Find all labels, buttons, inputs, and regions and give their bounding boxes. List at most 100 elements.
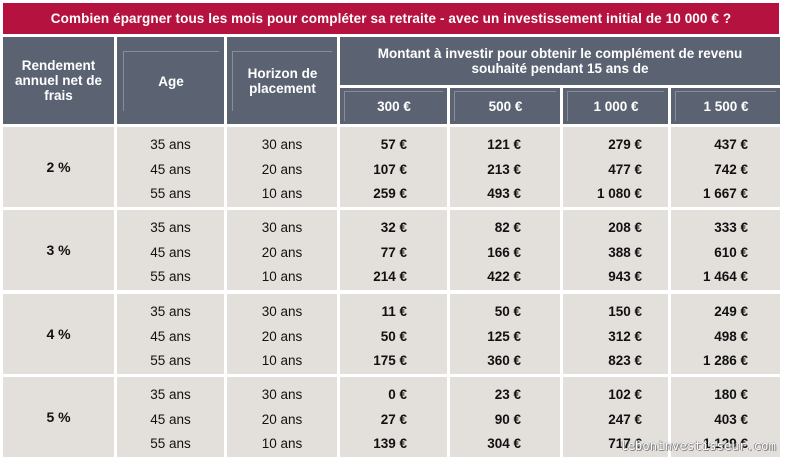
- cell-values: 30 ans 20 ans 10 ans: [227, 383, 337, 457]
- amount-cell: 437 € 742 € 1 667 €: [671, 127, 780, 207]
- amount-value: 213 €: [487, 161, 521, 177]
- amount-value: 279 €: [608, 137, 642, 152]
- rate-cell: 4 %: [3, 294, 114, 374]
- amount-value: 493 €: [487, 186, 521, 201]
- cell-values: 102 € 247 € 717 €: [563, 383, 668, 457]
- amount-value: 403 €: [714, 411, 748, 427]
- amount-cell: 333 € 610 € 1 464 €: [671, 210, 780, 290]
- cell-values: 82 € 166 € 422 €: [450, 216, 560, 290]
- cell-values: 180 € 403 € 1 129 €: [671, 383, 780, 457]
- amount-value: 23 €: [494, 387, 521, 402]
- amount-cell: 23 € 90 € 304 €: [450, 377, 560, 457]
- amount-value: 11 €: [381, 304, 407, 319]
- amount-value: 247 €: [608, 411, 642, 427]
- amount-value: 208 €: [608, 220, 642, 235]
- horizon-value: 20 ans: [261, 328, 303, 344]
- amount-cell: 50 € 125 € 360 €: [450, 294, 560, 374]
- header-amount-1500: 1 500 €: [671, 88, 780, 124]
- header-amount-1000: 1 000 €: [563, 88, 668, 124]
- amount-cell: 102 € 247 € 717 €: [563, 377, 668, 457]
- amount-value: 214 €: [373, 269, 407, 284]
- amount-value: 32 €: [380, 220, 407, 235]
- cell-values: 32 € 77 € 214 €: [340, 216, 447, 290]
- amount-value: 150 €: [608, 304, 642, 319]
- horizon-value: 30 ans: [261, 304, 303, 319]
- header-amount-300: 300 €: [340, 88, 447, 124]
- amount-value: 943 €: [608, 269, 642, 284]
- horizon-value: 10 ans: [261, 436, 303, 451]
- amount-value: 360 €: [487, 353, 521, 368]
- horizon-value: 20 ans: [261, 411, 303, 427]
- amount-value: 107 €: [373, 161, 407, 177]
- horizon-value: 20 ans: [261, 161, 303, 177]
- amount-value: 312 €: [608, 328, 642, 344]
- cell-values: 279 € 477 € 1 080 €: [563, 133, 668, 207]
- amount-value: 477 €: [608, 161, 642, 177]
- amount-value: 50 €: [380, 328, 407, 344]
- amount-value: 304 €: [487, 436, 521, 451]
- amount-cell: 279 € 477 € 1 080 €: [563, 127, 668, 207]
- horizon-value: 30 ans: [261, 137, 303, 152]
- rate-cell: 2 %: [3, 127, 114, 207]
- amount-value: 249 €: [714, 304, 748, 319]
- age-cell: 35 ans 45 ans 55 ans: [117, 377, 224, 457]
- horizon-value: 10 ans: [261, 353, 303, 368]
- amount-value: 139 €: [373, 436, 407, 451]
- amount-value: 717 €: [608, 436, 642, 451]
- amount-cell: 208 € 388 € 943 €: [563, 210, 668, 290]
- horizon-cell: 30 ans 20 ans 10 ans: [227, 210, 337, 290]
- cell-values: 11 € 50 € 175 €: [340, 300, 447, 374]
- header-amount-group: Montant à investir pour obtenir le compl…: [340, 37, 780, 85]
- horizon-value: 30 ans: [261, 220, 303, 235]
- cell-values: 150 € 312 € 823 €: [563, 300, 668, 374]
- amount-value: 1 129 €: [702, 436, 748, 451]
- cell-values: 23 € 90 € 304 €: [450, 383, 560, 457]
- amount-value: 125 €: [487, 328, 521, 344]
- cell-values: 57 € 107 € 259 €: [340, 133, 447, 207]
- amount-value: 57 €: [380, 137, 407, 152]
- cell-values: 333 € 610 € 1 464 €: [671, 216, 780, 290]
- amount-value: 175 €: [373, 353, 407, 368]
- age-value: 45 ans: [150, 411, 191, 427]
- amount-cell: 11 € 50 € 175 €: [340, 294, 447, 374]
- rate-cell: 5 %: [3, 377, 114, 457]
- header-amount-500: 500 €: [450, 88, 560, 124]
- amount-value: 180 €: [714, 387, 748, 402]
- age-value: 55 ans: [150, 186, 191, 201]
- amount-value: 333 €: [714, 220, 748, 235]
- amount-value: 742 €: [714, 161, 748, 177]
- amount-cell: 121 € 213 € 493 €: [450, 127, 560, 207]
- amount-value: 610 €: [714, 244, 748, 260]
- age-value: 55 ans: [150, 436, 191, 451]
- age-value: 35 ans: [150, 220, 191, 235]
- amount-value: 121 €: [487, 137, 521, 152]
- amount-cell: 0 € 27 € 139 €: [340, 377, 447, 457]
- amount-value: 0 €: [388, 387, 407, 402]
- amount-value: 102 €: [608, 387, 642, 402]
- horizon-cell: 30 ans 20 ans 10 ans: [227, 377, 337, 457]
- cell-values: 0 € 27 € 139 €: [340, 383, 447, 457]
- amount-value: 90 €: [494, 411, 521, 427]
- amount-value: 437 €: [714, 137, 748, 152]
- watermark: leboninvestisseur.com: [620, 439, 776, 453]
- horizon-value: 30 ans: [261, 387, 303, 402]
- header-horizon: Horizon de placement: [227, 37, 337, 124]
- cell-values: 35 ans 45 ans 55 ans: [117, 383, 224, 457]
- header-amount-1500-label: 1 500 €: [675, 91, 776, 121]
- amount-cell: 180 € 403 € 1 129 €: [671, 377, 780, 457]
- header-rate-label: Rendement annuel net de frais: [14, 58, 102, 103]
- age-cell: 35 ans 45 ans 55 ans: [117, 210, 224, 290]
- amount-value: 77 €: [380, 244, 407, 260]
- age-value: 45 ans: [150, 244, 191, 260]
- amount-value: 27 €: [380, 411, 407, 427]
- amount-cell: 82 € 166 € 422 €: [450, 210, 560, 290]
- cell-values: 437 € 742 € 1 667 €: [671, 133, 780, 207]
- amount-value: 259 €: [373, 186, 407, 201]
- cell-values: 35 ans 45 ans 55 ans: [117, 133, 224, 207]
- amount-value: 82 €: [494, 220, 521, 235]
- amount-value: 498 €: [714, 328, 748, 344]
- amount-cell: 32 € 77 € 214 €: [340, 210, 447, 290]
- header-horizon-label: Horizon de placement: [232, 50, 332, 111]
- cell-values: 30 ans 20 ans 10 ans: [227, 133, 337, 207]
- cell-values: 121 € 213 € 493 €: [450, 133, 560, 207]
